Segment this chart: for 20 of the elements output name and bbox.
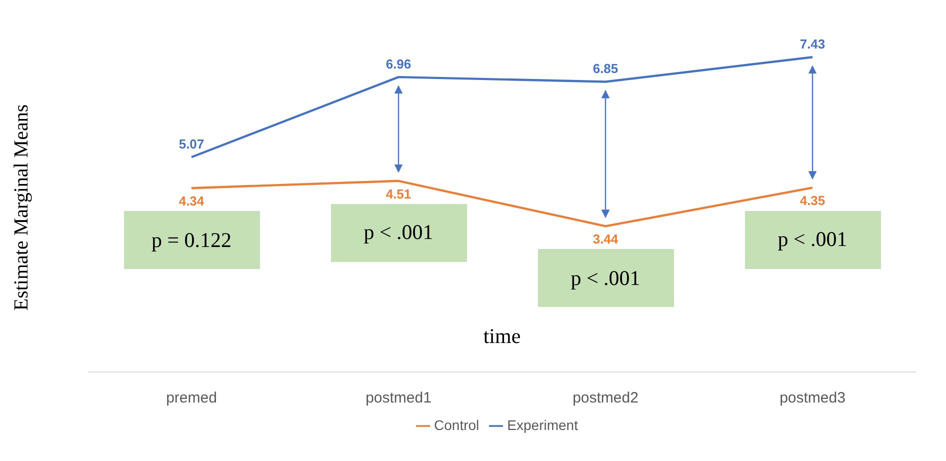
x-tick-label: postmed2 [572,390,638,407]
legend-label: Control [434,417,480,433]
x-tick-label: postmed1 [366,390,432,407]
annotation: p < .001 [330,204,466,262]
text: p < .001 [744,210,880,269]
data-label: 5.07 [178,136,204,152]
data-label: 6.96 [386,56,412,72]
data-label: 7.43 [800,36,826,52]
x-tick-label: postmed3 [780,390,846,407]
text: p < .001 [538,249,674,308]
data-label: 4.51 [386,186,412,202]
y-axis-title: Estimate Marginal Means [10,103,34,313]
data-label: 4.35 [800,193,826,208]
text: p = 0.122 [124,211,260,270]
legend-label: Experiment [507,417,578,433]
x-axis-title: time [482,324,522,349]
data-label: 3.44 [592,232,619,247]
data-label: 4.34 [178,194,205,209]
data-label: 6.85 [592,61,618,76]
x-tick-label: premed [166,390,217,407]
